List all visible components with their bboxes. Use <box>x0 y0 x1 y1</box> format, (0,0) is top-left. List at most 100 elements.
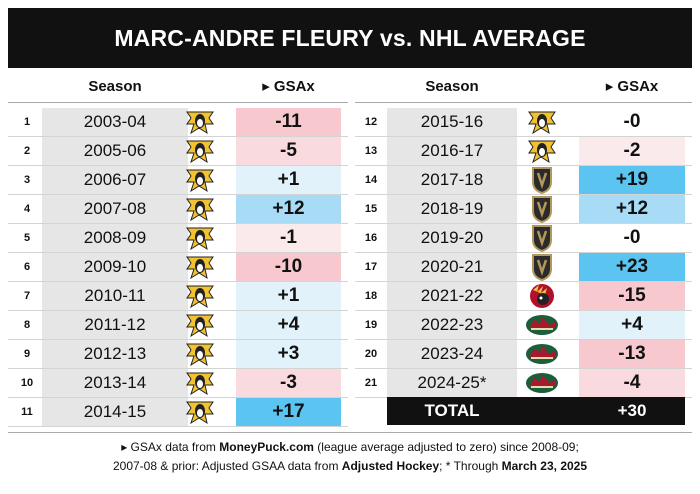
left-gsax-cell: +3 <box>236 340 341 368</box>
wild-logo-icon <box>522 340 562 368</box>
left-gsax-cell: +1 <box>236 282 341 310</box>
right-row-number: 12 <box>364 116 378 128</box>
right-gsax-header: ▸ GSAx <box>605 78 659 95</box>
left-row-divider <box>8 252 348 253</box>
left-row-divider <box>8 426 348 427</box>
penguins-logo-icon <box>180 253 220 281</box>
right-gsax-cell: -2 <box>579 137 685 165</box>
left-row-divider <box>8 194 348 195</box>
right-row-divider <box>355 252 692 253</box>
left-season-cell: 2007-08 <box>42 195 188 223</box>
right-row-divider <box>355 339 692 340</box>
penguins-logo-icon <box>180 166 220 194</box>
left-gsax-cell: +12 <box>236 195 341 223</box>
golden-knights-logo-icon <box>522 195 562 223</box>
right-season-cell: 2019-20 <box>387 224 517 252</box>
right-season-cell: 2017-18 <box>387 166 517 194</box>
left-row-number: 5 <box>23 232 31 244</box>
right-season-cell: 2022-23 <box>387 311 517 339</box>
left-row-number: 8 <box>23 319 31 331</box>
right-gsax-cell: +23 <box>579 253 685 281</box>
left-row-divider <box>8 397 348 398</box>
left-row-divider <box>8 310 348 311</box>
left-season-cell: 2009-10 <box>42 253 188 281</box>
right-season-cell: 2018-19 <box>387 195 517 223</box>
penguins-logo-icon <box>180 108 220 136</box>
total-row: TOTAL +30 <box>387 397 685 425</box>
left-row-number: 3 <box>23 174 31 186</box>
left-gsax-header: ▸ GSAx <box>262 78 315 95</box>
wild-logo-icon <box>522 311 562 339</box>
penguins-logo-icon <box>180 369 220 397</box>
right-season-cell: 2015-16 <box>387 108 517 136</box>
left-season-cell: 2010-11 <box>42 282 188 310</box>
footer-text: ; * Through <box>439 459 502 473</box>
left-season-cell: 2006-07 <box>42 166 188 194</box>
penguins-logo-icon <box>180 282 220 310</box>
right-gsax-cell: -13 <box>579 340 685 368</box>
left-row-divider <box>8 368 348 369</box>
right-row-divider <box>355 368 692 369</box>
left-gsax-cell: -10 <box>236 253 341 281</box>
right-season-cell: 2021-22 <box>387 282 517 310</box>
left-season-cell: 2003-04 <box>42 108 188 136</box>
right-row-divider <box>355 223 692 224</box>
right-season-cell: 2020-21 <box>387 253 517 281</box>
left-season-cell: 2013-14 <box>42 369 188 397</box>
left-gsax-cell: +17 <box>236 398 341 426</box>
right-gsax-cell: +19 <box>579 166 685 194</box>
penguins-logo-icon <box>180 340 220 368</box>
left-gsax-cell: -1 <box>236 224 341 252</box>
right-row-number: 13 <box>364 145 378 157</box>
footer-text: 2007-08 & prior: Adjusted GSAA data from <box>112 459 342 473</box>
footer-text: ▸ GSAx data from <box>121 440 220 454</box>
left-season-cell: 2014-15 <box>42 398 188 426</box>
left-gsax-cell: -5 <box>236 137 341 165</box>
header-divider-right <box>355 102 692 103</box>
footer-date: March 23, 2025 <box>501 459 588 473</box>
right-gsax-cell: -0 <box>579 108 685 136</box>
left-gsax-cell: -3 <box>236 369 341 397</box>
wild-logo-icon <box>522 369 562 397</box>
page-title: MARC-ANDRE FLEURY vs. NHL AVERAGE <box>114 24 586 51</box>
golden-knights-logo-icon <box>522 253 562 281</box>
left-gsax-cell: +1 <box>236 166 341 194</box>
right-row-number: 14 <box>364 174 378 186</box>
penguins-logo-icon <box>180 398 220 426</box>
right-row-divider <box>355 310 692 311</box>
left-row-divider <box>8 281 348 282</box>
right-gsax-cell: +4 <box>579 311 685 339</box>
right-row-divider <box>355 136 692 137</box>
left-row-number: 1 <box>23 116 31 128</box>
penguins-logo-icon <box>180 137 220 165</box>
right-row-number: 21 <box>364 377 378 389</box>
golden-knights-logo-icon <box>522 166 562 194</box>
footer-text: (league average adjusted to zero) since … <box>313 440 579 454</box>
penguins-logo-icon <box>180 224 220 252</box>
penguins-logo-icon <box>180 195 220 223</box>
left-gsax-cell: +4 <box>236 311 341 339</box>
footer-line-2: 2007-08 & prior: Adjusted GSAA data from… <box>8 459 692 473</box>
total-value: +30 <box>617 401 647 420</box>
left-season-cell: 2011-12 <box>42 311 188 339</box>
right-row-number: 18 <box>364 290 378 302</box>
golden-knights-logo-icon <box>522 224 562 252</box>
left-row-number: 2 <box>23 145 31 157</box>
footer-line-1: ▸ GSAx data from MoneyPuck.com (league a… <box>8 440 692 454</box>
right-season-cell: 2024-25* <box>387 369 517 397</box>
right-season-cell: 2016-17 <box>387 137 517 165</box>
right-row-divider <box>355 165 692 166</box>
total-label: TOTAL <box>424 401 480 420</box>
right-gsax-cell: -4 <box>579 369 685 397</box>
right-row-number: 20 <box>364 348 378 360</box>
right-row-number: 17 <box>364 261 378 273</box>
left-row-number: 6 <box>23 261 31 273</box>
left-row-number: 10 <box>20 377 34 389</box>
left-row-number: 11 <box>21 406 33 418</box>
left-row-divider <box>8 339 348 340</box>
footer-divider <box>8 432 692 433</box>
right-season-cell: 2023-24 <box>387 340 517 368</box>
footer-source-moneypuck: MoneyPuck.com <box>219 440 314 454</box>
right-gsax-cell: -0 <box>579 224 685 252</box>
right-gsax-cell: +12 <box>579 195 685 223</box>
